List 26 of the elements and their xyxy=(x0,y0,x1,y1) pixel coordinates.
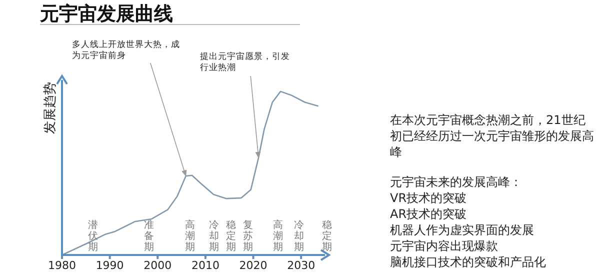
x-tick-label: 2000 xyxy=(144,258,172,272)
chart-title: 元宇宙发展曲线 xyxy=(40,2,173,27)
annotation: 冷却期 xyxy=(294,220,304,253)
text: 元宇宙内容出现爆款 xyxy=(390,238,499,254)
x-tick-label: 2030 xyxy=(287,258,316,272)
text: AR技术的突破 xyxy=(390,206,468,222)
text: 元宇宙未来的发展高峰： xyxy=(390,174,523,190)
y-axis-title: 发展趋势 xyxy=(43,82,58,134)
x-tick-label: 1980 xyxy=(48,258,76,272)
annotation: 稳定期 xyxy=(226,220,236,253)
annotation: 高潮期 xyxy=(185,220,195,253)
annotation: 多人线上开放世界大热，成为元宇宙前身 xyxy=(72,40,181,63)
annotation: 提出元宇宙愿景，引发行业热潮 xyxy=(200,52,291,75)
annotation: 潜伏期 xyxy=(88,220,98,253)
text: VR技术的突破 xyxy=(390,190,468,206)
x-tick-label: 1990 xyxy=(96,258,124,272)
annotation: 冷却期 xyxy=(209,220,219,253)
annotation: 高潮期 xyxy=(273,220,283,253)
annotation: 准备期 xyxy=(144,220,154,253)
text: 在本次元宇宙概念热潮之前，21世纪初已经经历过一次元宇宙雏形的发展高峰 xyxy=(390,112,595,160)
text: 脑机接口技术的突破和产品化 xyxy=(390,254,547,270)
x-tick-label: 2010 xyxy=(191,258,220,272)
text: 机器人作为虚实界面的发展 xyxy=(390,222,535,238)
annotation: 复苏期 xyxy=(243,220,253,253)
annotation: 稳定期 xyxy=(322,220,332,253)
x-tick-label: 2020 xyxy=(239,258,268,272)
